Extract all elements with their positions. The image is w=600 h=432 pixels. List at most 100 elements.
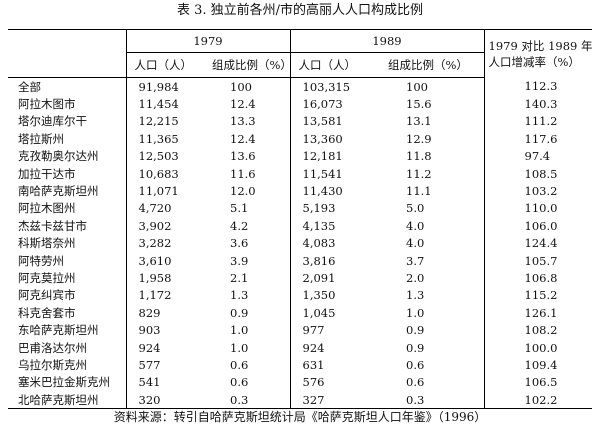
pop-1979-cell: 12,503 — [138, 149, 179, 164]
region-cell: 北哈萨克斯坦州 — [8, 391, 127, 410]
table-row: 塞米巴拉金斯克州 541 0.6 576 0.6 106.5 — [8, 373, 592, 392]
region-cell: 杰兹卡兹甘市 — [8, 217, 127, 235]
pop-1989-cell: 13,360 — [302, 131, 343, 146]
table-body: 全部 91,984 100 103,315 100 112.3 阿拉木图市 11,454 12.… — [8, 77, 592, 410]
change-rate-cell: 106.0 — [524, 218, 558, 233]
pct-1979-cell: 1.3 — [204, 286, 291, 305]
pct-1989-cell: 2.0 — [380, 269, 485, 287]
pop-1979-cell: 10,683 — [138, 166, 179, 181]
pop-1989-cell: 327 — [290, 391, 380, 410]
pop-1979-cell: 12,215 — [138, 114, 179, 129]
pop-1979-cell: 320 — [126, 391, 204, 410]
pop-1989-cell: 13,581 — [302, 114, 343, 129]
pct-1979-cell: 5.1 — [204, 199, 291, 218]
table-row: 阿特劳州 3,610 3.9 3,816 3.7 105.7 — [8, 251, 592, 270]
table-row: 克孜勒奥尔达州 12,503 13.6 12,181 11.8 97.4 — [8, 147, 592, 165]
region-cell: 克孜勒奥尔达州 — [8, 147, 127, 165]
pop-1989-cell: 2,091 — [302, 270, 336, 285]
pop-1989-cell: 4,083 — [302, 236, 336, 251]
table-row: 加拉干达市 10,683 11.6 11,541 11.2 108.5 — [8, 164, 592, 183]
region-cell: 东哈萨克斯坦州 — [8, 321, 127, 339]
pct-1979-cell: 12.4 — [204, 95, 291, 113]
pop-1989-cell: 1,045 — [302, 305, 336, 320]
pct-1979-cell: 3.6 — [204, 234, 291, 252]
region-cell: 阿特劳州 — [8, 251, 127, 270]
pct-1979-cell: 0.9 — [204, 304, 291, 322]
pct-1989-cell: 11.8 — [380, 147, 485, 165]
pop-1989-cell: 1,350 — [302, 288, 336, 303]
pop-1979-cell: 829 — [138, 305, 161, 320]
pct-1979-cell: 0.6 — [204, 373, 291, 392]
pct-1989-cell: 0.9 — [380, 321, 485, 339]
pop-1989-cell: 3,816 — [302, 253, 336, 268]
change-rate-header-line2: 人口增减率（%） — [488, 54, 580, 69]
table-row: 北哈萨克斯坦州 320 0.3 327 0.3 102.2 — [8, 391, 592, 410]
region-cell: 阿拉木图州 — [8, 199, 127, 218]
pop-1979-cell: 903 — [138, 323, 161, 338]
change-rate-cell: 106.8 — [524, 270, 558, 285]
pct-1979-cell: 100 — [204, 77, 291, 96]
change-rate-cell: 105.7 — [524, 253, 558, 268]
pop-1989-cell: 924 — [302, 340, 325, 355]
pct-1979-cell: 13.6 — [204, 147, 291, 165]
pct-1979-cell: 0.6 — [204, 356, 291, 374]
pct-1989-cell: 15.6 — [380, 95, 485, 113]
table-row: 东哈萨克斯坦州 903 1.0 977 0.9 108.2 — [8, 321, 592, 339]
pct-1989-cell: 0.6 — [380, 373, 485, 392]
pop-1989-cell: 12,181 — [302, 149, 343, 164]
table-row: 巴甫洛达尔州 924 1.0 924 0.9 100.0 — [8, 338, 592, 357]
region-cell: 南哈萨克斯坦州 — [8, 182, 127, 200]
pop-1989-cell: 4,135 — [302, 218, 336, 233]
pct-1989-cell: 0.3 — [380, 391, 485, 410]
pop-1979-cell: 1,958 — [138, 270, 172, 285]
pop-1979-header: 人口（人） — [126, 52, 204, 78]
pop-1989-cell: 977 — [302, 323, 325, 338]
pct-1989-cell: 100 — [380, 77, 485, 96]
pop-1979-cell: 11,365 — [138, 131, 179, 146]
pct-1989-cell: 1.3 — [380, 286, 485, 305]
pop-1979-cell: 924 — [138, 340, 161, 355]
pop-1989-cell: 11,541 — [302, 166, 343, 181]
pct-1979-cell: 12.4 — [204, 130, 291, 148]
region-cell: 加拉干达市 — [8, 164, 127, 183]
change-rate-cell: 110.0 — [524, 201, 558, 216]
change-rate-cell: 109.4 — [524, 357, 558, 372]
pop-1979-cell: 11,454 — [138, 97, 179, 112]
region-cell: 全部 — [8, 77, 127, 96]
pop-1979-cell: 3,610 — [138, 253, 172, 268]
pct-1989-cell: 5.0 — [380, 199, 485, 218]
table-row: 乌拉尔斯克州 577 0.6 631 0.6 109.4 — [8, 356, 592, 374]
table-row: 南哈萨克斯坦州 11,071 12.0 11,430 11.1 103.2 — [8, 182, 592, 200]
year-1989-header: 1989 — [290, 29, 485, 53]
change-rate-cell: 126.1 — [524, 305, 558, 320]
pct-1989-cell: 3.7 — [380, 251, 485, 270]
pop-1989-cell: 576 — [302, 375, 325, 390]
region-cell: 阿克纠宾市 — [8, 286, 127, 305]
pct-1979-cell: 12.0 — [204, 182, 291, 200]
change-rate-cell: 106.5 — [524, 375, 558, 390]
region-cell: 巴甫洛达尔州 — [8, 338, 127, 357]
change-rate-cell: 100.0 — [524, 340, 558, 355]
change-rate-cell: 140.3 — [524, 97, 558, 112]
pct-1989-cell: 11.2 — [380, 164, 485, 183]
table-row: 塔尔迪库尔干 12,215 13.3 13,581 13.1 111.2 — [8, 112, 592, 131]
pct-1979-cell: 0.3 — [204, 391, 291, 410]
table-row: 阿克纠宾市 1,172 1.3 1,350 1.3 115.2 — [8, 286, 592, 305]
pop-1979-cell: 4,720 — [138, 201, 172, 216]
change-rate-cell: 102.2 — [484, 391, 592, 410]
pct-1979-header: 组成比例（%） — [204, 52, 291, 78]
change-rate-header-line1: 1979 对比 1989 年 — [488, 38, 593, 53]
year-1979-header: 1979 — [126, 29, 291, 53]
table-caption: 表 3. 独立前各州/市的高丽人人口构成比例 — [176, 3, 424, 18]
pop-1989-cell: 16,073 — [302, 97, 343, 112]
table-row: 阿拉木图市 11,454 12.4 16,073 15.6 140.3 — [8, 95, 592, 113]
table-row: 杰兹卡兹甘市 3,902 4.2 4,135 4.0 106.0 — [8, 217, 592, 235]
pop-1979-cell: 3,282 — [138, 236, 172, 251]
pop-1979-cell: 3,902 — [138, 218, 172, 233]
pop-1979-cell: 541 — [138, 375, 161, 390]
pop-1989-cell: 11,430 — [302, 184, 343, 199]
pct-1989-cell: 12.9 — [380, 130, 485, 148]
table-row: 科克舍套市 829 0.9 1,045 1.0 126.1 — [8, 304, 592, 322]
pct-1989-cell: 0.9 — [380, 338, 485, 357]
pop-1989-cell: 631 — [302, 357, 325, 372]
